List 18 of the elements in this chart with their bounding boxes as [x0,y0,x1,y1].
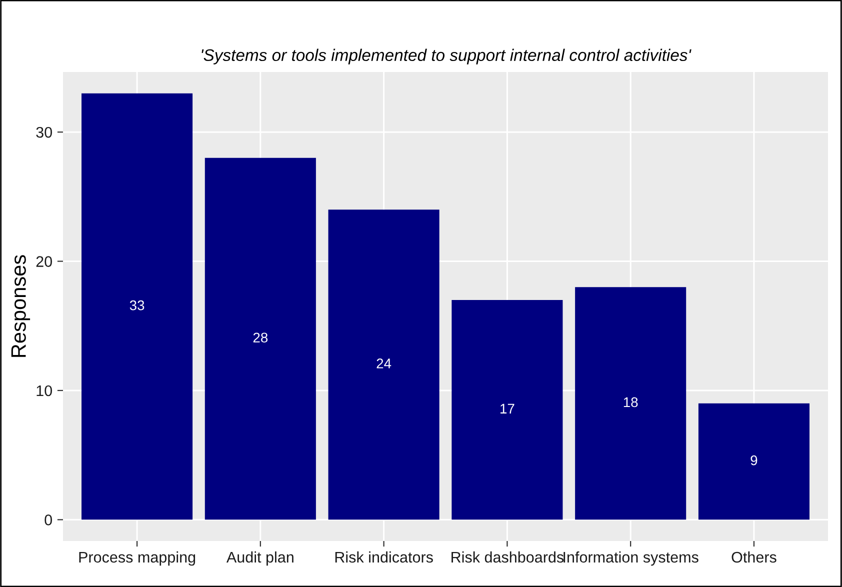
x-tick-label: Audit plan [226,551,294,566]
x-tick-label: Process mapping [79,551,196,566]
x-tick-label: Risk dashboards [452,551,564,563]
x-tick-label: Others [732,551,776,563]
y-tick-label: 20 [36,256,52,267]
data-label: 18 [624,397,638,408]
data-label: 9 [750,455,758,466]
data-label: 24 [376,358,392,368]
x-tick-label: Information systems [564,551,698,566]
y-axis-title: Responses [11,255,30,357]
data-label: 28 [253,332,268,343]
x-tick-label: Risk indicators [335,551,433,563]
data-label: 33 [130,300,144,310]
chart-title: 'Systems or tools implemented to support internal control activities' [202,48,692,64]
y-tick-label: 30 [36,126,52,138]
y-tick-label: 10 [36,385,52,396]
y-tick-label: 0 [44,514,52,526]
data-label: 17 [500,404,514,414]
